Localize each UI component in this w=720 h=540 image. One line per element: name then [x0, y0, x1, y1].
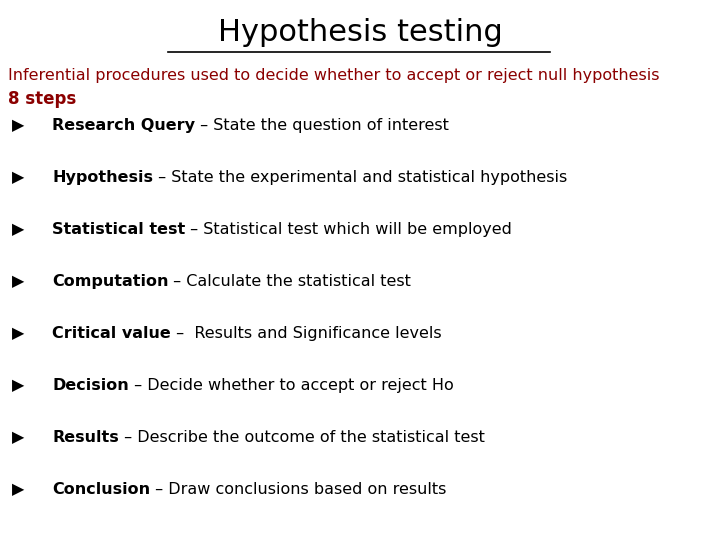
Text: – Draw conclusions based on results: – Draw conclusions based on results — [150, 482, 446, 497]
Text: –  Results and Significance levels: – Results and Significance levels — [171, 326, 441, 341]
Text: – Decide whether to accept or reject Ho: – Decide whether to accept or reject Ho — [129, 378, 454, 393]
Text: ▶: ▶ — [12, 430, 24, 445]
Text: – State the question of interest: – State the question of interest — [195, 118, 449, 133]
Text: – Statistical test which will be employed: – Statistical test which will be employe… — [185, 222, 512, 237]
Text: ▶: ▶ — [12, 170, 24, 185]
Text: Inferential procedures used to decide whether to accept or reject null hypothesi: Inferential procedures used to decide wh… — [8, 68, 660, 83]
Text: ▶: ▶ — [12, 222, 24, 237]
Text: ▶: ▶ — [12, 378, 24, 393]
Text: Decision: Decision — [52, 378, 129, 393]
Text: Statistical test: Statistical test — [52, 222, 185, 237]
Text: – Calculate the statistical test: – Calculate the statistical test — [168, 274, 411, 289]
Text: ▶: ▶ — [12, 326, 24, 341]
Text: – State the experimental and statistical hypothesis: – State the experimental and statistical… — [153, 170, 567, 185]
Text: ▶: ▶ — [12, 482, 24, 497]
Text: 8 steps: 8 steps — [8, 90, 76, 108]
Text: Conclusion: Conclusion — [52, 482, 150, 497]
Text: ▶: ▶ — [12, 274, 24, 289]
Text: – Describe the outcome of the statistical test: – Describe the outcome of the statistica… — [119, 430, 485, 445]
Text: Research Query: Research Query — [52, 118, 195, 133]
Text: Computation: Computation — [52, 274, 168, 289]
Text: Results: Results — [52, 430, 119, 445]
Text: Hypothesis: Hypothesis — [52, 170, 153, 185]
Text: ▶: ▶ — [12, 118, 24, 133]
Text: Critical value: Critical value — [52, 326, 171, 341]
Text: Hypothesis testing: Hypothesis testing — [217, 18, 503, 47]
